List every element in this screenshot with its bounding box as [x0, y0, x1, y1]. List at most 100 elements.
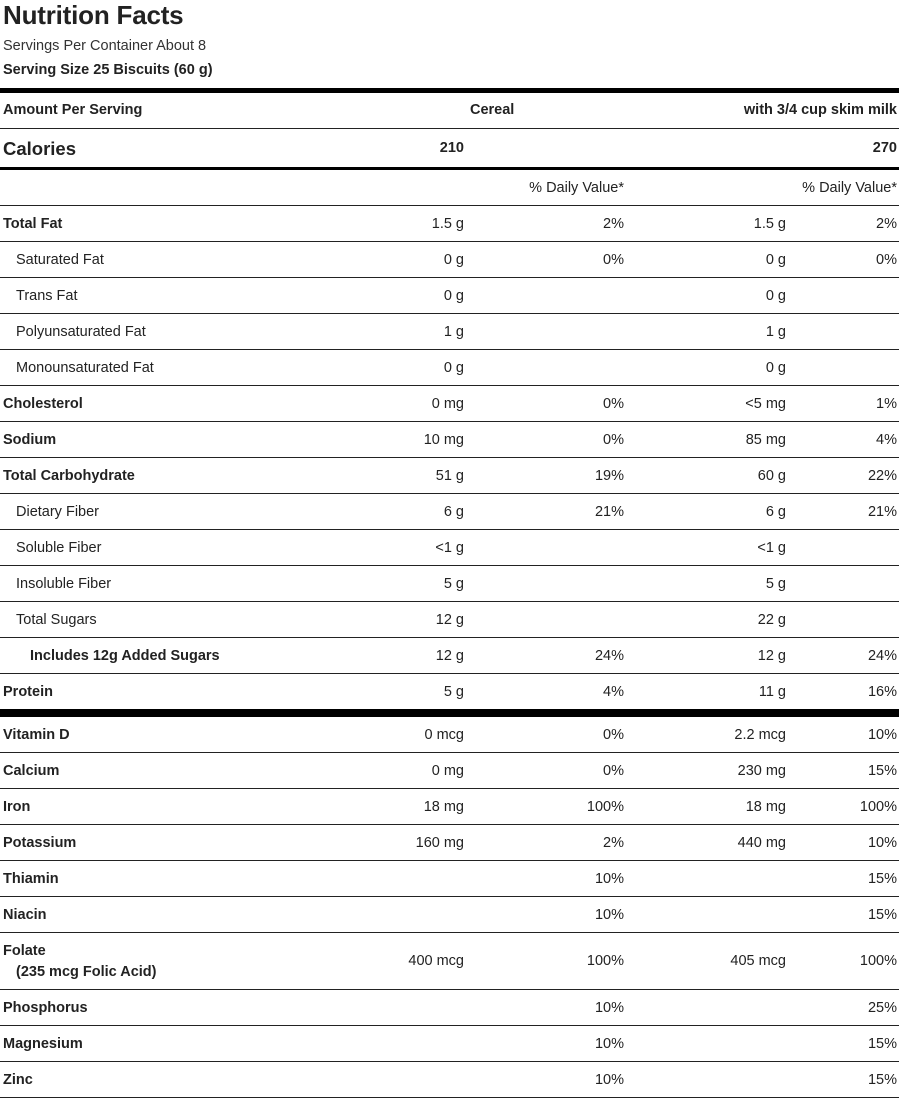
nutrient-dv-cereal: 19%	[594, 468, 624, 484]
header-amount-per-serving: Amount Per Serving	[3, 102, 143, 118]
vitamin-dv-milk: 15%	[867, 1072, 897, 1088]
vitamin-dv-cereal: 100%	[586, 799, 624, 815]
vitamin-dv-cereal: 10%	[594, 1036, 624, 1052]
nutrient-amount-milk: 1.5 g	[753, 216, 786, 232]
nutrient-amount-milk: <1 g	[757, 540, 786, 556]
nutrient-dv-milk: 24%	[867, 648, 897, 664]
row-divider	[0, 349, 899, 350]
nutrient-amount-cereal: 5 g	[443, 684, 464, 700]
medium-divider	[0, 167, 899, 170]
vitamin-label: Folate	[3, 943, 46, 959]
vitamin-label: Niacin	[3, 907, 47, 923]
row-divider	[0, 241, 899, 242]
vitamin-label: Calcium	[3, 763, 60, 779]
row-divider	[0, 277, 899, 278]
serving-size: Serving Size 25 Biscuits (60 g)	[3, 62, 213, 78]
daily-value-header-milk: % Daily Value*	[802, 180, 897, 196]
vitamin-amount-cereal: 0 mg	[431, 763, 464, 779]
vitamin-amount-milk: 2.2 mcg	[734, 727, 786, 743]
vitamin-amount-milk: 230 mg	[737, 763, 786, 779]
calories-cereal: 210	[439, 140, 464, 156]
vitamin-label: Thiamin	[3, 871, 59, 887]
nutrient-label: Total Sugars	[16, 612, 97, 628]
nutrient-amount-cereal: 6 g	[443, 504, 464, 520]
vitamin-dv-cereal: 10%	[594, 1000, 624, 1016]
nutrient-label: Protein	[3, 684, 53, 700]
nutrient-dv-milk: 21%	[867, 504, 897, 520]
row-divider	[0, 529, 899, 530]
nutrient-amount-cereal: 0 mg	[431, 396, 464, 412]
nutrient-amount-milk: 6 g	[765, 504, 786, 520]
nutrient-amount-milk: 60 g	[757, 468, 786, 484]
thick-divider-top	[0, 88, 899, 93]
nutrient-amount-cereal: 10 mg	[423, 432, 464, 448]
nutrient-amount-milk: 0 g	[765, 252, 786, 268]
row-divider	[0, 932, 899, 933]
vitamin-amount-cereal: 18 mg	[423, 799, 464, 815]
nutrient-amount-cereal: 0 g	[443, 252, 464, 268]
nutrient-label: Total Carbohydrate	[3, 468, 135, 484]
nutrient-amount-cereal: 1 g	[443, 324, 464, 340]
nutrient-dv-milk: 4%	[876, 432, 897, 448]
vitamin-dv-milk: 15%	[867, 1036, 897, 1052]
nutrient-label: Trans Fat	[16, 288, 78, 304]
vitamin-dv-milk: 10%	[867, 835, 897, 851]
vitamin-dv-milk: 100%	[859, 953, 897, 969]
nutrient-amount-milk: 0 g	[765, 360, 786, 376]
thick-divider-vitamins	[0, 709, 899, 717]
nutrition-facts-title: Nutrition Facts	[3, 0, 184, 30]
vitamin-amount-cereal: 0 mcg	[424, 727, 465, 743]
row-divider	[0, 896, 899, 897]
divider-header	[0, 128, 899, 129]
nutrient-amount-milk: 22 g	[757, 612, 786, 628]
vitamin-label: Vitamin D	[3, 727, 70, 743]
nutrient-dv-cereal: 0%	[603, 432, 624, 448]
vitamin-dv-cereal: 0%	[603, 727, 624, 743]
nutrient-amount-milk: 1 g	[765, 324, 786, 340]
calories-label: Calories	[3, 138, 77, 159]
vitamin-amount-milk: 405 mcg	[730, 953, 786, 969]
row-divider	[0, 1097, 899, 1098]
row-divider	[0, 421, 899, 422]
nutrient-dv-milk: 22%	[867, 468, 897, 484]
nutrient-amount-cereal: 12 g	[435, 612, 464, 628]
row-divider	[0, 860, 899, 861]
header-with-milk: with 3/4 cup skim milk	[743, 102, 897, 118]
vitamin-label: Iron	[3, 799, 31, 815]
nutrient-amount-milk: 85 mg	[745, 432, 786, 448]
row-divider	[0, 752, 899, 753]
vitamin-label: Phosphorus	[3, 1000, 88, 1016]
vitamin-dv-milk: 10%	[867, 727, 897, 743]
row-divider	[0, 1061, 899, 1062]
row-divider	[0, 824, 899, 825]
nutrient-label: Includes 12g Added Sugars	[30, 648, 220, 664]
vitamin-dv-cereal: 2%	[603, 835, 624, 851]
vitamin-dv-milk: 25%	[867, 1000, 897, 1016]
nutrient-amount-milk: <5 mg	[745, 396, 786, 412]
nutrient-amount-cereal: <1 g	[435, 540, 464, 556]
vitamin-dv-cereal: 10%	[594, 1072, 624, 1088]
vitamin-dv-cereal: 10%	[594, 907, 624, 923]
nutrient-amount-milk: 0 g	[765, 288, 786, 304]
nutrient-dv-milk: 16%	[867, 684, 897, 700]
vitamin-amount-milk: 440 mg	[737, 835, 786, 851]
nutrient-dv-cereal: 0%	[603, 396, 624, 412]
nutrient-label: Soluble Fiber	[16, 540, 102, 556]
row-divider	[0, 565, 899, 566]
servings-per-container: Servings Per Container About 8	[3, 38, 207, 54]
vitamin-amount-cereal: 400 mcg	[408, 953, 464, 969]
nutrient-amount-cereal: 1.5 g	[431, 216, 464, 232]
nutrient-label: Polyunsaturated Fat	[16, 324, 146, 340]
header-cereal: Cereal	[470, 102, 515, 118]
nutrient-label: Sodium	[3, 432, 57, 448]
vitamin-label: Zinc	[3, 1072, 33, 1088]
divider-dv	[0, 205, 899, 206]
nutrient-label: Insoluble Fiber	[16, 576, 112, 592]
vitamin-dv-milk: 15%	[867, 907, 897, 923]
row-divider	[0, 493, 899, 494]
nutrient-amount-milk: 5 g	[765, 576, 786, 592]
row-divider	[0, 601, 899, 602]
nutrient-amount-cereal: 0 g	[443, 360, 464, 376]
nutrient-label: Cholesterol	[3, 396, 83, 412]
vitamin-dv-cereal: 10%	[594, 871, 624, 887]
